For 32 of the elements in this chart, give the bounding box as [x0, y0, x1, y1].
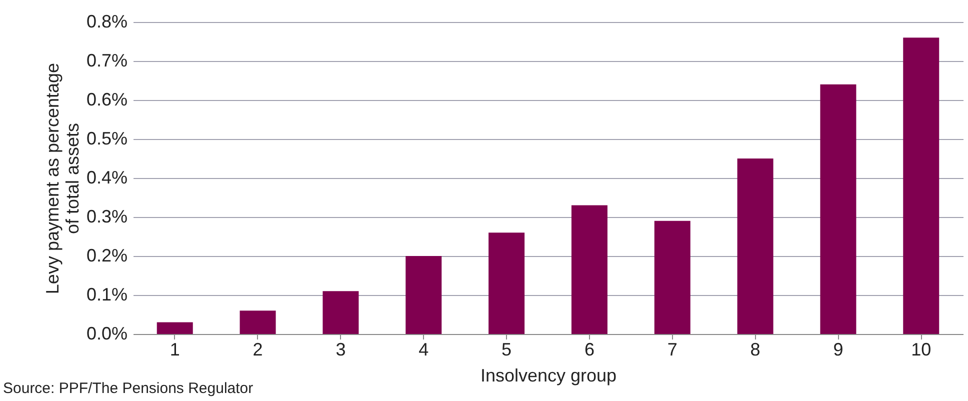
x-tick-label: 9 [833, 340, 844, 360]
x-tick-label: 1 [170, 340, 180, 360]
x-tick-label: 10 [911, 340, 932, 360]
bar [654, 220, 690, 334]
bar [488, 232, 525, 334]
y-tick-label: 0.1% [86, 284, 128, 304]
y-tick-label: 0.5% [86, 128, 128, 148]
x-axis-title: Insolvency group [480, 366, 617, 386]
bar [322, 291, 359, 334]
y-tick-label: 0.2% [86, 246, 128, 266]
x-tick-label: 8 [750, 340, 760, 360]
y-tick-label: 0.3% [86, 206, 128, 226]
x-tick-label: 2 [252, 340, 263, 360]
x-tick-label: 4 [418, 340, 429, 360]
bar [820, 84, 856, 334]
bar [737, 158, 774, 334]
x-tick-label: 3 [336, 340, 346, 360]
bar [156, 322, 193, 334]
x-tick-label: 7 [667, 340, 678, 360]
bar [903, 38, 940, 334]
x-tick-label: 5 [502, 340, 512, 360]
y-tick-label: 0.4% [86, 168, 128, 188]
y-tick-label: 0.8% [86, 12, 128, 32]
y-tick-label: 0.7% [86, 50, 128, 70]
bar [406, 256, 442, 334]
source-note: Source: PPF/The Pensions Regulator [3, 380, 254, 397]
y-tick-label: 0.0% [86, 324, 128, 344]
y-tick-label: 0.6% [86, 90, 128, 110]
y-axis-title: Levy payment as percentage of total assets [42, 62, 82, 294]
x-tick-label: 6 [584, 340, 594, 360]
bar [571, 205, 608, 334]
bar [240, 310, 276, 334]
